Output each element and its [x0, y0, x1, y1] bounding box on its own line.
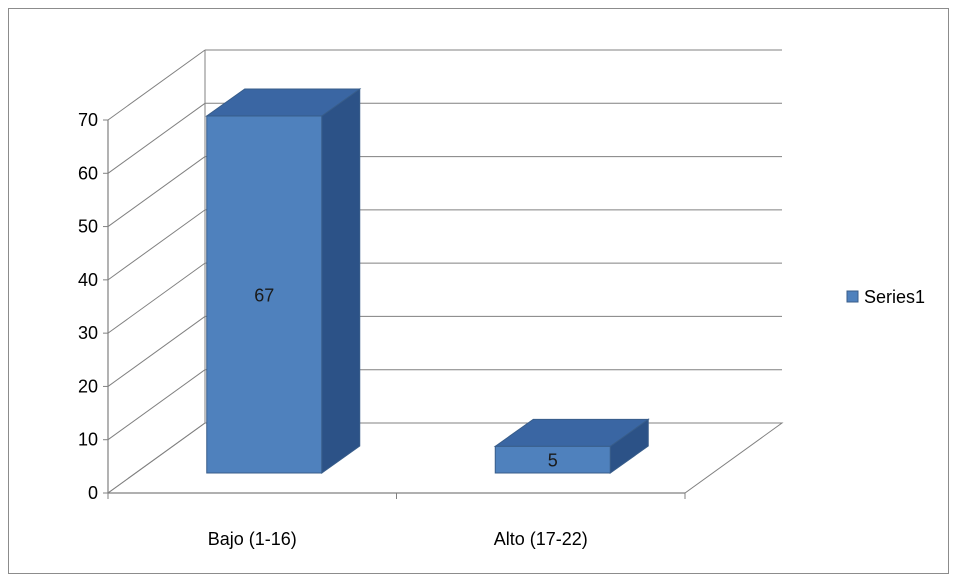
y-tick-label: 0	[88, 483, 98, 503]
y-axis-ticks: 0 10 20 30 40 50 60 70	[78, 110, 98, 503]
gridline-side	[107, 262, 206, 334]
gridline-side	[107, 102, 206, 174]
x-category-label: Bajo (1-16)	[208, 529, 297, 549]
y-tick-label: 60	[78, 163, 98, 183]
legend: Series1	[846, 287, 925, 307]
y-tick-label: 20	[78, 376, 98, 396]
bar-front-face	[494, 445, 611, 474]
bar-side-face	[321, 88, 361, 474]
bar	[493, 418, 650, 474]
y-tick-label: 30	[78, 323, 98, 343]
axes	[103, 119, 686, 499]
gridline-side	[107, 209, 206, 281]
chart-frame	[8, 8, 949, 574]
gridline-side	[107, 316, 206, 387]
bar	[205, 88, 362, 474]
x-category-label: Alto (17-22)	[494, 529, 588, 549]
x-axis-categories: Bajo (1-16) Alto (17-22)	[208, 529, 588, 549]
legend-swatch-series1	[846, 290, 859, 303]
gridline-side	[107, 49, 206, 121]
y-tick-label: 70	[78, 110, 98, 130]
y-tick-label: 50	[78, 217, 98, 237]
bar-front-face	[206, 115, 323, 474]
data-label: 67	[254, 285, 274, 305]
y-tick-label: 40	[78, 270, 98, 290]
gridline-side	[107, 369, 206, 441]
gridline-side	[107, 156, 206, 227]
y-tick-label: 10	[78, 430, 98, 450]
data-label: 5	[548, 451, 558, 471]
legend-label-series1: Series1	[864, 287, 925, 307]
bars: 67 5	[205, 88, 650, 474]
